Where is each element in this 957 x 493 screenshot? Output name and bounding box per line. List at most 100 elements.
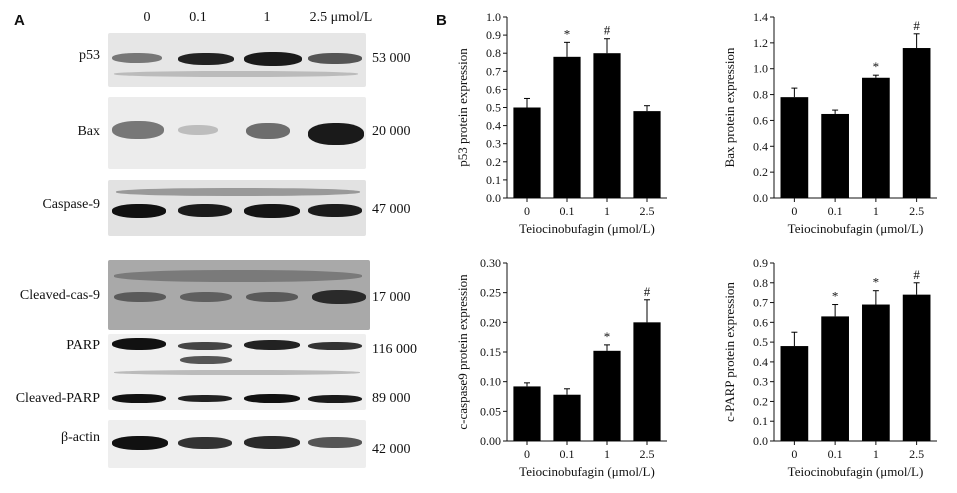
x-axis-label: Teiocinobufagin (μmol/L) [788,464,924,479]
x-tick-label: 1 [873,204,879,218]
bar-1 [862,77,890,198]
row-label-caspase-9: Caspase-9 [42,197,100,212]
x-tick-label: 2.5 [909,204,924,218]
bar-0 [780,346,809,441]
x-tick-label: 0 [791,447,797,461]
x-axis-label: Teiocinobufagin (μmol/L) [519,464,655,479]
y-tick-label: 0.4 [753,139,768,153]
significance-mark: * [873,275,880,290]
significance-mark: * [832,289,839,304]
blot-strip-parp [108,334,366,410]
y-axis-label: Bax protein expression [722,47,737,167]
y-tick-label: 0.5 [753,335,768,349]
y-tick-label: 0.1 [753,414,768,428]
y-tick-label: 1.0 [753,62,768,76]
bar-2.5 [902,48,931,199]
significance-mark: # [604,23,611,38]
significance-mark: # [913,267,920,282]
chart-1: 0.0 0.1 0.2 0.3 0.4 0.5 0.6 0.7 0.8 0.9 1.0 0 * 0.1 #1… [455,10,667,236]
row-label-beta-actin: β-actin [61,430,100,445]
y-tick-label: 0.2 [486,155,501,169]
x-tick-label: 0 [524,447,530,461]
bar-charts-panel: B 0.0 0.1 0.2 0.3 0.4 0.5 0.6 0.7 0.8 0.9 1.0 0 * 0.1… [436,0,957,493]
mw-label-p53: 53 000 [372,51,411,66]
chart-3: 0.00 0.05 0.10 0.15 0.20 0.25 0.30 0 0.1 * 1 #2.5 Te… [455,256,667,479]
y-axis-label: c-PARP protein expression [722,282,737,422]
bar-1 [593,53,621,199]
x-tick-label: 2.5 [640,447,655,461]
y-tick-label: 1.0 [486,10,501,24]
x-axis-label: Teiocinobufagin (μmol/L) [519,221,655,236]
mw-label-parp: 116 000 [372,342,417,357]
blot-strip-caspase-9 [108,180,366,236]
bar-2.5 [633,111,661,198]
bar-1 [593,350,621,441]
y-tick-label: 0.00 [480,434,501,448]
western-blot-panel: A 0 0.1 1 2.5 μmol/L p53 53 000 Bax 20 0… [0,0,440,493]
significance-mark: # [913,18,920,33]
y-tick-label: 0.0 [753,434,768,448]
y-tick-label: 0.05 [480,404,501,418]
y-tick-label: 0.1 [486,173,501,187]
y-tick-label: 0.10 [480,375,501,389]
x-tick-label: 1 [604,204,610,218]
row-label-cleaved-cas-9: Cleaved-cas-9 [19,288,100,303]
x-tick-label: 1 [604,447,610,461]
panel-letter-b: B [436,12,447,29]
y-tick-label: 0.2 [753,394,768,408]
y-tick-label: 0.5 [486,101,501,115]
mw-label-bax: 20 000 [372,124,411,139]
row-label-p53: p53 [79,48,100,63]
x-tick-label: 0.1 [828,204,843,218]
bar-0 [513,107,541,198]
blot-strip-p53 [108,33,366,87]
mw-label-caspase-9: 47 000 [372,202,411,217]
y-tick-label: 0.7 [753,296,768,310]
y-tick-label: 0.6 [753,113,768,127]
x-tick-label: 0 [524,204,530,218]
lane-header-0.1: 0.1 [189,10,207,25]
y-tick-label: 0.8 [486,46,501,60]
x-tick-label: 0 [791,204,797,218]
y-tick-label: 0.2 [753,165,768,179]
y-tick-label: 0.3 [486,137,501,151]
y-tick-label: 0.15 [480,345,501,359]
significance-mark: * [873,59,880,74]
significance-mark: # [644,284,651,299]
row-label-parp: PARP [66,338,100,353]
bar-2.5 [633,322,661,441]
y-tick-label: 0.7 [486,64,501,78]
bar-0.1 [821,113,849,198]
y-tick-label: 0.8 [753,276,768,290]
bar-0 [780,97,809,198]
y-tick-label: 0.9 [753,256,768,270]
y-tick-label: 0.9 [486,28,501,42]
y-tick-label: 0.30 [480,256,501,270]
bar-0 [513,386,541,441]
y-tick-label: 1.4 [753,10,768,24]
chart-4: 0.0 0.1 0.2 0.3 0.4 0.5 0.6 0.7 0.8 0.9 0 * 0.1 * 1 #2.… [722,256,937,479]
y-tick-label: 0.4 [753,355,768,369]
bar-0.1 [821,316,849,441]
x-tick-label: 0.1 [560,204,575,218]
bar-0.1 [553,394,581,441]
bar-2.5 [902,294,931,441]
bar-charts-svg: 0.0 0.1 0.2 0.3 0.4 0.5 0.6 0.7 0.8 0.9 1.0 0 * 0.1 #1… [455,10,937,479]
mw-label-cleaved-cas-9: 17 000 [372,290,411,305]
significance-mark: * [564,26,571,41]
lane-header-1: 1 [263,10,271,25]
x-tick-label: 0.1 [828,447,843,461]
blot-strip-cleaved-cas-9 [108,260,370,330]
x-axis-label: Teiocinobufagin (μmol/L) [788,221,924,236]
x-tick-label: 1 [873,447,879,461]
mw-label-beta-actin: 42 000 [372,442,411,457]
y-tick-label: 0.0 [753,191,768,205]
x-tick-label: 2.5 [909,447,924,461]
y-axis-label: p53 protein expression [455,48,470,167]
mw-label-cleaved-parp: 89 000 [372,391,411,406]
y-tick-label: 0.6 [753,315,768,329]
lane-header-0: 0 [143,10,151,25]
y-tick-label: 0.6 [486,82,501,96]
significance-mark: * [604,329,611,344]
lane-header-2.5: 2.5 μmol/L [309,10,373,25]
